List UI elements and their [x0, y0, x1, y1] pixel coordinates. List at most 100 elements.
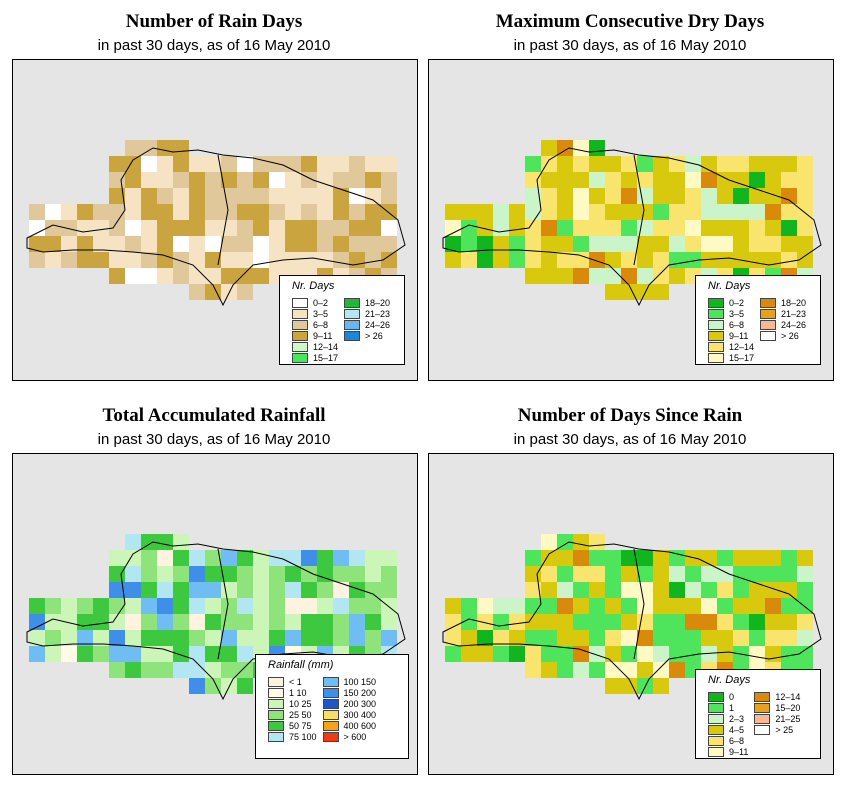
grid-cell [141, 550, 157, 566]
grid-cell [253, 220, 269, 236]
legend-entry: 400 600 [322, 720, 376, 731]
grid-cell [381, 582, 397, 598]
grid-cell [589, 156, 605, 172]
grid-cell [653, 646, 669, 662]
legend-label: > 26 [365, 330, 383, 341]
grid-cell [653, 220, 669, 236]
grid-cell [461, 204, 477, 220]
grid-cell [653, 236, 669, 252]
legend-entry: 10 25 [268, 698, 317, 709]
grid-cell [653, 188, 669, 204]
grid-cell [765, 204, 781, 220]
grid-cell [125, 646, 141, 662]
grid-cell [125, 550, 141, 566]
grid-cell [125, 140, 141, 156]
grid-cell [781, 252, 797, 268]
grid-cell [29, 204, 45, 220]
grid-cell [253, 630, 269, 646]
coastline [442, 147, 822, 307]
grid-cell [205, 566, 221, 582]
grid-cell [237, 550, 253, 566]
grid-cell [605, 614, 621, 630]
grid-cell [269, 188, 285, 204]
grid-cell [557, 630, 573, 646]
grid-cell [317, 550, 333, 566]
grid-cell [93, 646, 109, 662]
grid-cell [365, 566, 381, 582]
legend-title: Nr. Days [708, 280, 751, 292]
grid-cell [717, 204, 733, 220]
grid-cell [125, 566, 141, 582]
grid-cell [285, 172, 301, 188]
legend-swatch [344, 308, 361, 319]
legend-swatch [268, 698, 284, 709]
legend-label: < 1 [289, 676, 302, 687]
grid-cell [573, 630, 589, 646]
grid-cell [717, 582, 733, 598]
legend-label: 150 200 [343, 687, 377, 698]
grid-cell [637, 550, 653, 566]
grid-cell [141, 252, 157, 268]
legend-swatch [292, 297, 308, 308]
legend-entry: 0–2 [708, 297, 754, 308]
grid-cell [557, 646, 573, 662]
grid-cell [525, 662, 541, 678]
map-legend: Nr. Days 0–2 3–5 6–8 9–11 12–14 15–17 18–20 21–… [695, 275, 821, 365]
grid-cell [109, 630, 125, 646]
legend-swatch [708, 308, 724, 319]
grid-cell [605, 220, 621, 236]
grid-cell [573, 252, 589, 268]
legend-swatch [322, 676, 339, 687]
grid-cell [205, 284, 221, 300]
grid-cell [365, 204, 381, 220]
grid-cell [173, 220, 189, 236]
grid-cell [301, 252, 317, 268]
grid-cell [589, 630, 605, 646]
grid-cell [749, 582, 765, 598]
grid-cell [253, 598, 269, 614]
legend-entry: 150 200 [322, 687, 377, 698]
legend-swatch [708, 735, 724, 746]
grid-cell [621, 630, 637, 646]
grid-cell [141, 204, 157, 220]
grid-cell [589, 598, 605, 614]
grid-cell [685, 172, 701, 188]
grid-cell [541, 204, 557, 220]
grid-cell [653, 582, 669, 598]
grid-cell [477, 630, 493, 646]
grid-cell [669, 156, 685, 172]
grid-cell [205, 156, 221, 172]
legend-label: 21–23 [365, 308, 391, 319]
grid-cell [189, 252, 205, 268]
grid-cell [349, 156, 365, 172]
grid-cell [141, 188, 157, 204]
grid-cell [765, 630, 781, 646]
grid-cell [173, 140, 189, 156]
grid-cell [221, 236, 237, 252]
grid-cell [93, 252, 109, 268]
grid-cell [765, 236, 781, 252]
grid-cell [781, 566, 797, 582]
map-frame: Nr. Days 0–2 3–5 6–8 9–11 12–14 15–17 18–20 21–… [12, 59, 418, 381]
grid-cell [253, 188, 269, 204]
legend-entry: 75 100 [268, 731, 317, 742]
grid-cell [333, 204, 349, 220]
grid-cell [365, 582, 381, 598]
grid-cell [205, 236, 221, 252]
grid-cell [109, 614, 125, 630]
grid-cell [349, 252, 365, 268]
grid-cell [253, 172, 269, 188]
grid-cell [125, 614, 141, 630]
grid-cell [637, 662, 653, 678]
coastline [26, 541, 406, 701]
grid-cell [189, 236, 205, 252]
grid-cell [349, 172, 365, 188]
grid-cell [189, 662, 205, 678]
grid-cell [701, 646, 717, 662]
grid-cell [525, 220, 541, 236]
grid-cell [445, 252, 461, 268]
grid-cell [749, 156, 765, 172]
grid-cell [269, 252, 285, 268]
legend-label: 0–2 [313, 297, 329, 308]
grid-cell [445, 220, 461, 236]
